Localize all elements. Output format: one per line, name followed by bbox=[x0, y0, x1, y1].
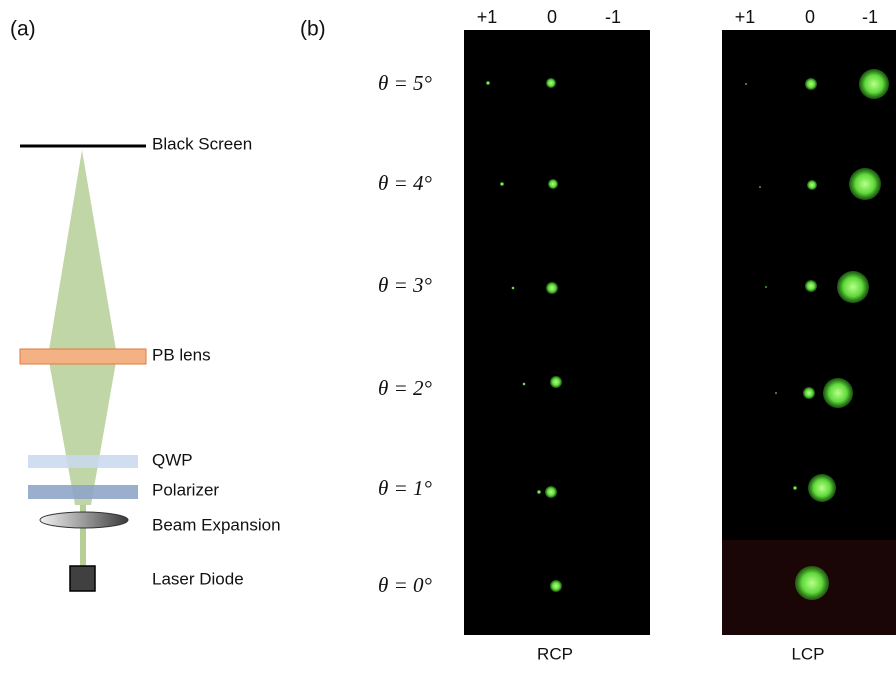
row-label: θ = 4° bbox=[378, 171, 432, 195]
spot bbox=[859, 69, 889, 99]
spot bbox=[795, 566, 829, 600]
component-label: Black Screen bbox=[152, 134, 252, 153]
spot bbox=[550, 376, 562, 388]
spot bbox=[548, 179, 558, 189]
spot bbox=[546, 78, 556, 88]
row-label: θ = 0° bbox=[378, 573, 432, 597]
spot bbox=[807, 180, 817, 190]
spot bbox=[523, 383, 526, 386]
component-label: PB lens bbox=[152, 345, 211, 364]
row-label: θ = 1° bbox=[378, 476, 432, 500]
figure: (a) Black Screen PB lens QWP Polarizer Beam … bbox=[0, 0, 896, 669]
spot bbox=[805, 78, 817, 90]
spot bbox=[805, 280, 817, 292]
image-label: LCP bbox=[791, 644, 824, 663]
spot bbox=[550, 580, 562, 592]
column-label: +1 bbox=[735, 7, 756, 27]
spot bbox=[537, 490, 541, 494]
component-label: Polarizer bbox=[152, 480, 219, 499]
setup-diagram bbox=[20, 146, 146, 591]
panel-label: (b) bbox=[300, 18, 326, 41]
rcp-image bbox=[464, 30, 650, 635]
component-label: Laser Diode bbox=[152, 569, 244, 588]
image-label: RCP bbox=[537, 644, 573, 663]
spot bbox=[765, 286, 767, 288]
component-labels: Black Screen PB lens QWP Polarizer Beam Expa… bbox=[152, 134, 281, 588]
spot bbox=[775, 392, 777, 394]
laser-diode bbox=[70, 566, 95, 591]
beam bbox=[48, 150, 117, 505]
qwp bbox=[28, 455, 138, 468]
spot bbox=[545, 486, 557, 498]
column-label: 0 bbox=[805, 7, 815, 27]
spot bbox=[486, 81, 490, 85]
spot bbox=[759, 186, 761, 188]
spot bbox=[823, 378, 853, 408]
column-label: -1 bbox=[862, 7, 878, 27]
row-label: θ = 3° bbox=[378, 273, 432, 297]
spot bbox=[745, 83, 747, 85]
row-label: θ = 5° bbox=[378, 71, 432, 95]
column-label: +1 bbox=[477, 7, 498, 27]
column-label: -1 bbox=[605, 7, 621, 27]
component-label: Beam Expansion bbox=[152, 515, 281, 534]
beam-expander bbox=[40, 512, 128, 528]
spot bbox=[837, 271, 869, 303]
spot bbox=[808, 474, 836, 502]
spot bbox=[546, 282, 558, 294]
panel-label: (a) bbox=[10, 18, 36, 41]
spot bbox=[793, 486, 797, 490]
component-label: QWP bbox=[152, 450, 193, 469]
row-label: θ = 2° bbox=[378, 376, 432, 400]
pb-lens bbox=[20, 349, 146, 364]
column-label: 0 bbox=[547, 7, 557, 27]
spot bbox=[512, 287, 515, 290]
polarizer bbox=[28, 485, 138, 499]
spot bbox=[500, 182, 504, 186]
spot bbox=[803, 387, 815, 399]
spot bbox=[849, 168, 881, 200]
